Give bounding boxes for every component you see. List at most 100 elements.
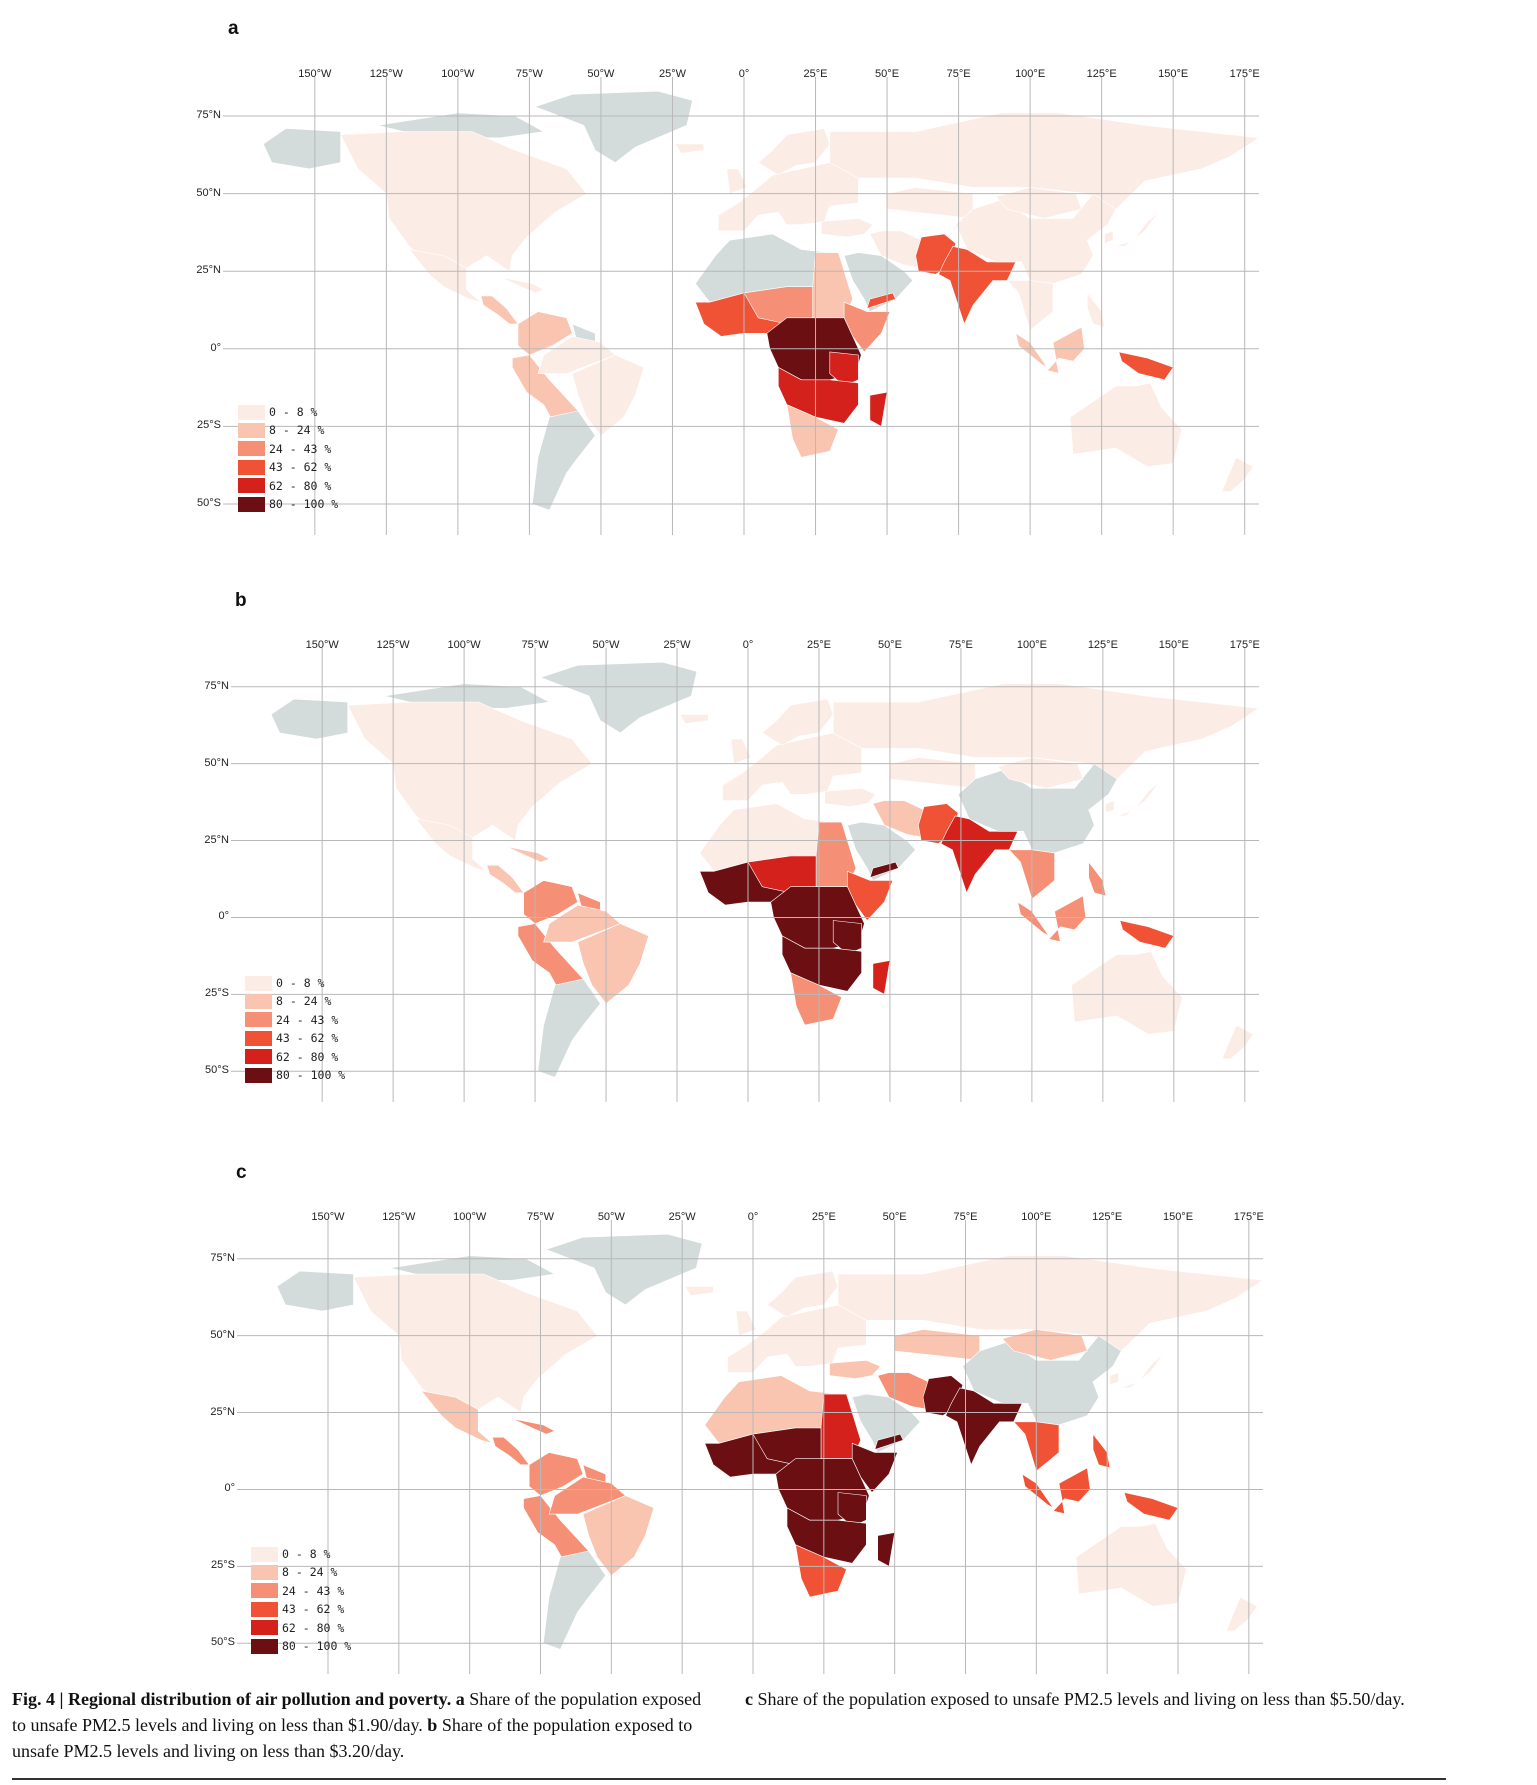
region-caribbean [500, 277, 545, 294]
lon-tick-label: 150°W [305, 639, 339, 651]
region-yemen [874, 1433, 904, 1450]
region-greenland [545, 1233, 703, 1306]
lat-tick-label: 0° [210, 341, 221, 354]
lon-tick-label: 50°W [592, 639, 620, 651]
region-japan [1115, 211, 1160, 247]
panel-letter: a [228, 18, 239, 39]
legend-swatch [251, 1638, 278, 1654]
legend-item: 43 - 62 % [245, 1030, 338, 1046]
lon-tick-label: 75°W [521, 639, 549, 651]
region-yemen [869, 861, 899, 878]
lon-tick-label: 50°W [587, 68, 615, 80]
region-brazil [571, 354, 645, 437]
region-russia [837, 1255, 1264, 1352]
figure-caption-col1: Fig. 4 | Regional distribution of air po… [12, 1686, 712, 1764]
legend-swatch [251, 1564, 278, 1580]
lon-tick-label: 25°W [658, 68, 686, 80]
region-central-asia [894, 1329, 981, 1361]
lon-tick-label: 100°E [1016, 639, 1047, 651]
legend-swatch [251, 1546, 278, 1562]
lat-tick-label: 50°S [205, 1064, 229, 1077]
legend-item: 62 - 80 % [251, 1620, 344, 1636]
region-mexico [408, 249, 481, 303]
region-central-america [491, 1436, 530, 1466]
lat-tick-label: 25°N [210, 1405, 235, 1418]
region-colombia-venezuela [528, 1452, 584, 1496]
region-japan [1116, 781, 1160, 817]
lon-tick-label: 150°E [1158, 639, 1189, 651]
region-russia [829, 112, 1260, 210]
lon-tick-label: 125°W [382, 1211, 416, 1223]
region-caribbean [506, 846, 551, 863]
legend-swatch [245, 1030, 272, 1046]
region-philippines [1088, 861, 1107, 897]
lon-tick-label: 150°W [298, 68, 332, 80]
region-madagascar [877, 1532, 896, 1567]
region-new-zealand [1221, 456, 1254, 492]
legend-swatch [245, 993, 272, 1009]
lat-tick-label: 50°N [196, 186, 221, 199]
lon-tick-label: 25°E [806, 639, 831, 651]
region-alaska [276, 1270, 354, 1312]
region-mexico [420, 1390, 493, 1444]
lat-tick-label: 75°N [204, 679, 229, 692]
region-uk [726, 168, 748, 195]
lon-tick-label: 125°W [369, 68, 403, 80]
lon-tick-label: 0° [742, 639, 754, 651]
lon-tick-label: 50°E [875, 68, 900, 80]
region-north-america [340, 131, 588, 281]
region-korea [1105, 800, 1115, 814]
legend-swatch [238, 404, 265, 420]
legend-item: 43 - 62 % [238, 459, 331, 475]
legend-label: 8 - 24 % [269, 423, 325, 438]
lon-tick-label: 0° [738, 68, 750, 80]
legend-item: 80 - 100 % [251, 1638, 351, 1654]
legend-item: 24 - 43 % [238, 441, 331, 457]
legend-label: 62 - 80 % [269, 478, 332, 493]
lon-tick-label: 50°W [597, 1211, 625, 1223]
region-philippines [1092, 1433, 1111, 1469]
lon-tick-label: 150°E [1158, 68, 1189, 80]
legend-item: 0 - 8 % [245, 975, 324, 991]
region-colombia-venezuela [517, 311, 573, 356]
legend-swatch [238, 478, 265, 494]
region-indonesia-sumatra [1021, 1473, 1054, 1509]
caption-divider [12, 1778, 1446, 1780]
region-caribbean [512, 1418, 556, 1435]
region-korea [1109, 1372, 1119, 1386]
legend-item: 8 - 24 % [238, 422, 324, 438]
region-central-asia [889, 757, 976, 789]
legend-item: 0 - 8 % [238, 404, 317, 420]
region-europe [717, 162, 859, 232]
lon-tick-label: 25°W [663, 639, 691, 651]
region-yemen [866, 292, 897, 309]
region-central-america [480, 295, 519, 325]
legend-swatch [245, 1067, 272, 1083]
region-europe [727, 1304, 867, 1373]
lon-tick-label: 125°E [1092, 1211, 1123, 1223]
region-indonesia-sumatra [1017, 901, 1050, 937]
lat-tick-label: 25°S [211, 1559, 235, 1572]
legend-item: 43 - 62 % [251, 1601, 344, 1617]
region-iceland [679, 714, 709, 725]
region-central-asia [886, 187, 974, 219]
legend-label: 8 - 24 % [276, 994, 332, 1009]
region-australia [1069, 382, 1183, 468]
region-indonesia-sumatra [1015, 332, 1048, 368]
lat-tick-label: 50°N [210, 1328, 235, 1341]
lon-tick-label: 25°E [811, 1211, 836, 1223]
lat-tick-label: 50°S [211, 1636, 235, 1649]
region-iceland [684, 1286, 714, 1297]
lon-tick-label: 75°E [946, 68, 971, 80]
region-north-america [353, 1273, 598, 1423]
lat-tick-label: 25°S [205, 987, 229, 1000]
legend-item: 8 - 24 % [251, 1564, 337, 1580]
lon-tick-label: 100°W [447, 639, 481, 651]
lat-tick-label: 0° [218, 910, 229, 923]
lon-tick-label: 75°W [515, 68, 543, 80]
legend-swatch [245, 1012, 272, 1028]
caption-letter-b: b [427, 1715, 438, 1735]
legend-swatch [245, 975, 272, 991]
lat-tick-label: 0° [224, 1482, 235, 1495]
region-indonesia-borneo-java [1048, 895, 1087, 946]
